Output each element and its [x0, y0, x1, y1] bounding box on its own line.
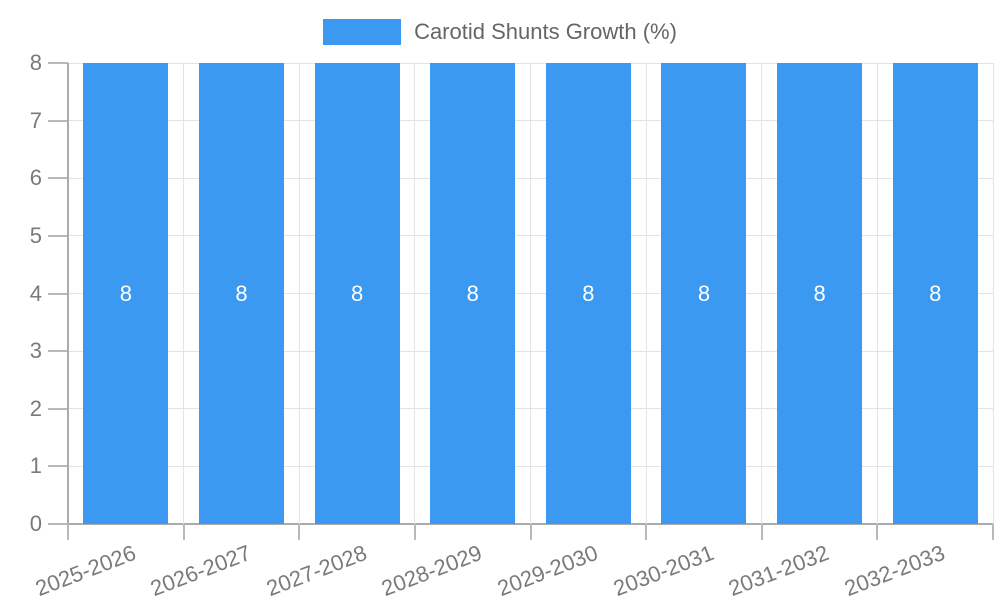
- y-axis-label: 5: [29, 222, 42, 248]
- bar-value-label: 8: [119, 280, 132, 306]
- y-tick: [48, 350, 68, 353]
- bar: 8: [661, 63, 747, 524]
- bar: 8: [545, 63, 631, 524]
- bar-value-label: 8: [350, 280, 364, 306]
- x-gridline: [298, 63, 300, 524]
- x-axis-label: 2027-2028: [262, 540, 371, 602]
- bar-value-label: 8: [466, 280, 479, 306]
- x-tick: [413, 524, 416, 540]
- x-tick: [182, 524, 185, 540]
- x-tick: [298, 524, 301, 540]
- x-axis-label: 2028-2029: [378, 540, 486, 602]
- y-tick: [48, 407, 68, 410]
- bar: 8: [83, 63, 169, 524]
- x-gridline: [414, 63, 416, 524]
- y-axis-label: 8: [29, 50, 42, 75]
- x-gridline: [876, 63, 878, 524]
- bar: 8: [430, 63, 516, 524]
- y-tick: [48, 62, 68, 64]
- x-axis-label: 2030-2031: [609, 540, 717, 602]
- bar-value-label: 8: [813, 280, 826, 306]
- x-gridline: [645, 63, 647, 524]
- y-axis-label: 4: [29, 280, 42, 306]
- x-axis-label: 2026-2027: [147, 540, 255, 602]
- bar: 8: [198, 63, 284, 524]
- y-axis-line: [67, 63, 69, 524]
- x-tick: [645, 524, 648, 540]
- x-gridline: [530, 63, 531, 524]
- x-tick: [992, 524, 994, 540]
- x-tick: [760, 524, 763, 540]
- y-axis-label: 6: [29, 165, 42, 191]
- bar-value-label: 8: [582, 280, 595, 306]
- x-axis-label: 2025-2026: [31, 540, 139, 602]
- y-axis-label: 7: [29, 107, 42, 133]
- x-axis-label: 2029-2030: [494, 540, 602, 602]
- x-gridline: [761, 63, 763, 524]
- y-tick: [48, 523, 68, 525]
- y-tick: [48, 465, 68, 468]
- x-tick: [67, 524, 69, 540]
- bar: 8: [892, 63, 978, 524]
- y-tick: [48, 177, 68, 180]
- legend-item[interactable]: Carotid Shunts Growth (%): [0, 19, 1000, 45]
- legend-label: Carotid Shunts Growth (%): [414, 19, 677, 44]
- y-tick: [48, 119, 68, 122]
- y-axis-label: 1: [29, 453, 42, 479]
- y-tick: [48, 234, 68, 237]
- y-tick: [48, 292, 68, 295]
- x-tick: [876, 524, 879, 540]
- bar-value-label: 8: [697, 280, 711, 306]
- x-axis-label: 2032-2033: [840, 540, 949, 602]
- y-axis-label: 2: [29, 395, 42, 421]
- y-axis-label: 0: [29, 511, 42, 536]
- x-axis-label: 2031-2032: [725, 540, 833, 602]
- bar: 8: [314, 63, 400, 524]
- x-gridline: [992, 63, 994, 524]
- bar: 8: [777, 63, 863, 524]
- bar-value-label: 8: [235, 280, 248, 306]
- y-axis-label: 3: [29, 338, 42, 364]
- x-gridline: [183, 63, 185, 524]
- bar-value-label: 8: [929, 280, 942, 306]
- legend-swatch: [323, 19, 402, 45]
- x-tick: [529, 524, 532, 540]
